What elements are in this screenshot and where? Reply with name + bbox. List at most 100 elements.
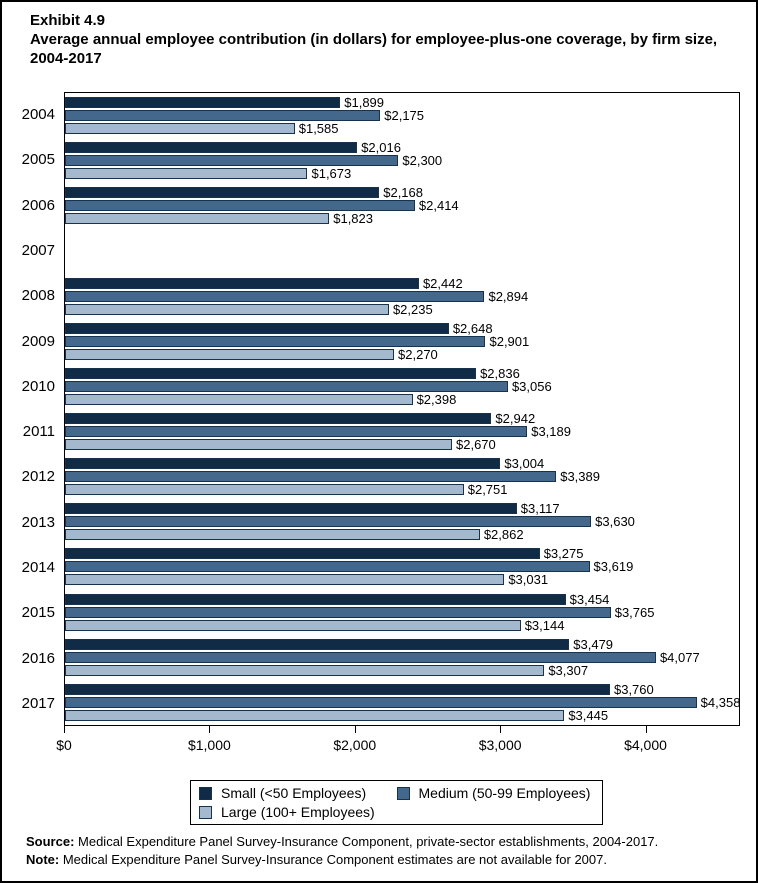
bar-row: $3,144 [65,618,739,633]
year-label-2014: 2014 [21,558,55,576]
bar-group-2016: $3,479 $4,077 $3,307 [65,635,739,680]
bar-row: $1,585 [65,121,739,137]
exhibit-label: Exhibit 4.9 [30,12,106,29]
bar-value-label: $3,619 [593,559,634,575]
bar-row: $2,442 [65,276,739,291]
x-axis-tick-label: $0 [56,737,72,753]
bar-value-label: $3,479 [573,636,614,652]
title-block: Exhibit 4.9 Average annual employee cont… [30,11,725,68]
legend-item: Small (<50 Employees) [199,785,397,801]
bar-row: $3,630 [65,514,739,529]
bar [65,367,477,379]
bar-group-2014: $3,275 $3,619 $3,031 [65,544,739,589]
bar [65,155,399,167]
bar-value-label: $2,168 [383,185,423,201]
bar-value-label: $1,899 [344,95,385,111]
bar [65,638,570,650]
bar-row: $3,056 [65,378,739,394]
bar-row: $3,117 [65,501,739,516]
source-label: Source: [26,834,75,849]
year-label-2013: 2013 [21,513,55,531]
year-label-2015: 2015 [21,604,55,622]
footer: Source: Medical Expenditure Panel Survey… [26,833,658,869]
bar-row: $3,619 [65,559,739,575]
bar [65,322,449,334]
bar-group-2009: $2,648 $2,901 $2,270 [65,319,739,364]
legend-label: Large (100+ Employees) [221,804,375,820]
x-axis-tick-label: $2,000 [333,737,377,753]
bar-row: $3,760 [65,682,739,697]
bar-row: $3,307 [65,663,739,678]
bar-value-label: $2,836 [480,365,520,381]
bar-value-label: $1,585 [298,121,339,137]
bar-row: $2,175 [65,108,739,123]
bar-row: $3,454 [65,591,739,607]
bar [65,413,492,425]
bar-row: $1,673 [65,166,739,182]
note-label: Note: [26,852,60,867]
year-label-2011: 2011 [22,423,55,441]
x-axis-tick [645,726,647,733]
bar-group-2012: $3,004 $3,389 $2,751 [65,454,739,499]
legend-label: Medium (50-99 Employees) [418,785,591,801]
legend-swatch [396,786,410,800]
bar [65,426,528,438]
bar-group-2013: $3,117 $3,630 $2,862 [65,499,739,544]
bar-value-label: $2,270 [398,346,438,362]
year-label-2017: 2017 [21,694,55,712]
x-axis-tick [209,726,211,733]
bar [65,142,358,154]
year-label-2010: 2010 [21,377,55,395]
bar [65,593,566,605]
bar-group-2017: $3,760 $4,358 $3,445 [65,680,740,725]
bar-row: $2,300 [65,153,739,168]
chart-title: Average annual employee contribution (in… [30,31,718,67]
bar-row: $3,275 [65,546,739,561]
bar-row: $4,077 [65,649,739,665]
year-label-2016: 2016 [21,649,55,667]
bar-value-label: $1,673 [311,166,352,182]
bar [65,529,480,541]
bar-row: $2,670 [65,437,739,453]
bar [65,168,308,180]
year-label-2007: 2007 [21,241,55,259]
bar [65,200,415,212]
bar-row: $4,358 [65,695,740,710]
bar [65,277,419,289]
bar-value-label: $3,389 [560,469,600,485]
bar [65,484,464,496]
bar [65,561,590,573]
bar-group-2006: $2,168 $2,414 $1,823 [65,183,739,228]
bar-value-label: $2,670 [456,437,496,453]
bar [65,503,517,515]
x-axis-tick [500,726,502,733]
bar-row: $2,398 [65,392,739,407]
bar-value-label: $2,862 [483,527,524,543]
bar-value-label: $2,414 [418,198,459,214]
plot-area: $1,899 $2,175 $1,585 $2,016 $2,300 $1,673 $2,1… [64,92,740,726]
bar-group-2015: $3,454 $3,765 $3,144 [65,590,739,635]
bar [65,606,611,618]
year-label-2004: 2004 [21,106,55,124]
bar [65,619,521,631]
bar-row: $2,942 [65,411,739,426]
bar-group-2010: $2,836 $3,056 $2,398 [65,364,739,409]
bar-value-label: $4,077 [659,649,700,665]
bar-value-label: $2,901 [489,333,530,349]
bar-row: $2,751 [65,482,739,497]
bar-row: $2,862 [65,527,739,543]
year-label-2006: 2006 [21,196,55,214]
bar-row: $2,168 [65,185,739,201]
bar-value-label: $2,235 [392,301,433,317]
source-text: Medical Expenditure Panel Survey-Insuran… [74,834,659,849]
year-label-2005: 2005 [21,151,55,169]
bar-value-label: $3,056 [511,378,552,394]
x-axis-tick [64,726,65,733]
bar [65,110,381,122]
bar-value-label: $1,823 [333,211,373,227]
bar-group-2008: $2,442 $2,894 $2,235 [65,274,739,319]
bar [65,335,486,347]
bar-value-label: $3,454 [569,591,610,607]
bar-row: $2,836 [65,365,739,381]
